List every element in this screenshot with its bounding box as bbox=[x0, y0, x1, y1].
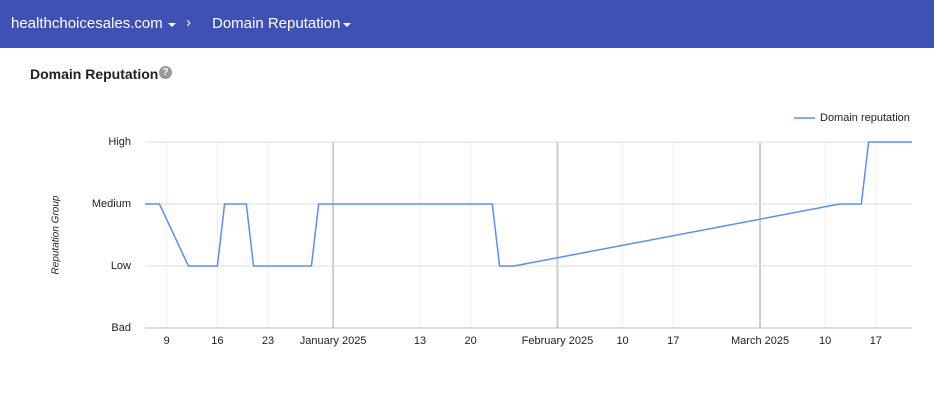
domain-selector[interactable]: healthchoicesales.com bbox=[11, 15, 163, 32]
section-title: Domain Reputation bbox=[30, 66, 159, 82]
x-tick-label: 17 bbox=[667, 335, 679, 347]
y-tick-label: High bbox=[108, 136, 131, 148]
caret bbox=[168, 23, 176, 27]
y-tick-label: Low bbox=[111, 260, 131, 272]
caret bbox=[343, 23, 351, 27]
y-tick-label: Bad bbox=[111, 322, 131, 334]
y-axis-label: Reputation Group bbox=[51, 195, 62, 274]
x-tick-label: January 2025 bbox=[300, 335, 367, 347]
x-tick-label: 9 bbox=[164, 335, 170, 347]
x-tick-label: 13 bbox=[414, 335, 426, 347]
legend-label: Domain reputation bbox=[820, 112, 910, 124]
x-tick-label: February 2025 bbox=[522, 335, 594, 347]
data-line bbox=[145, 141, 912, 267]
x-tick-label: 23 bbox=[262, 335, 274, 347]
top-bar: healthchoicesales.com › Domain Reputatio… bbox=[0, 0, 934, 48]
x-tick-label: March 2025 bbox=[731, 335, 789, 347]
chart: 9 16 23 January 2025 13 20 February 2025 10 17 Ma… bbox=[51, 112, 912, 347]
page-selector[interactable]: Domain Reputation bbox=[212, 15, 341, 32]
x-tick-label: 10 bbox=[616, 335, 628, 347]
help-icon[interactable]: ? bbox=[159, 66, 172, 79]
breadcrumb-separator: › bbox=[186, 14, 191, 31]
x-tick-label: 16 bbox=[211, 335, 223, 347]
x-tick-label: 17 bbox=[870, 335, 882, 347]
x-tick-label: 20 bbox=[464, 335, 476, 347]
y-tick-label: Medium bbox=[92, 198, 131, 210]
x-tick-label: 10 bbox=[819, 335, 831, 347]
